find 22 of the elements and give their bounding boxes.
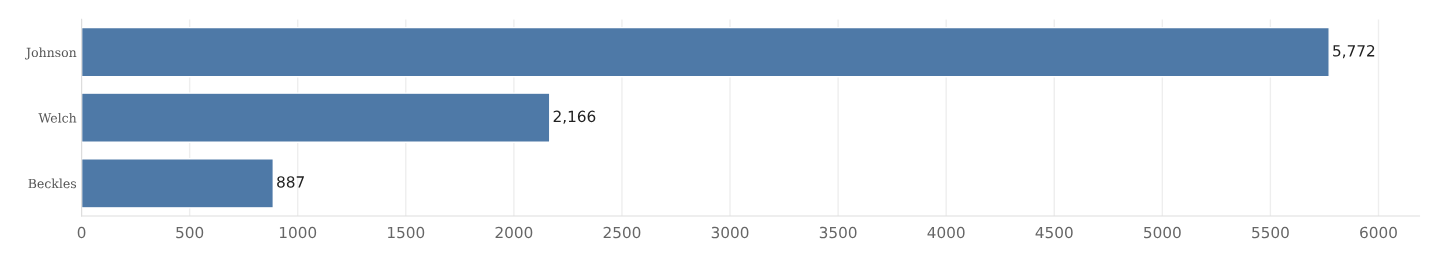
x-tick-label: 2000 [495, 226, 533, 239]
x-tick-label: 6000 [1360, 226, 1397, 239]
data-label: 887 [277, 176, 304, 188]
y-tick-label: Beckles [28, 178, 77, 189]
y-tick-label: Johnson [25, 47, 77, 60]
x-tick-label: 1000 [279, 226, 317, 239]
bar [81, 26, 1330, 78]
x-tick-label: 5000 [1144, 226, 1181, 239]
x-tick-label: 1500 [388, 226, 425, 239]
x-tick-label: 0 [77, 226, 86, 239]
x-tick-label: 4000 [927, 226, 965, 239]
bar [81, 92, 551, 144]
data-label: 5,772 [1333, 45, 1375, 59]
data-label: 2,166 [553, 110, 596, 124]
y-tick-label: Welch [38, 112, 77, 123]
bar [81, 158, 274, 209]
x-tick-label: 3000 [711, 226, 749, 239]
x-tick-label: 3500 [819, 226, 857, 239]
x-tick-label: 5500 [1252, 226, 1289, 239]
x-tick-label: 4500 [1035, 226, 1073, 239]
x-tick-label: 2500 [603, 226, 641, 239]
x-tick-label: 500 [176, 226, 204, 239]
